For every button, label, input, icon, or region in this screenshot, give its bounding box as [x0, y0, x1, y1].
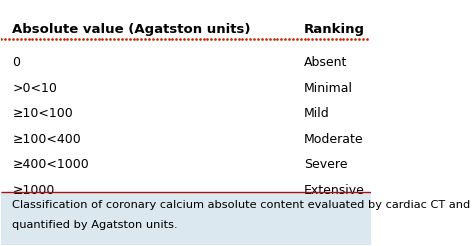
Text: ≥400<1000: ≥400<1000 — [12, 158, 89, 171]
Text: quantified by Agatston units.: quantified by Agatston units. — [12, 220, 178, 230]
Text: >0<10: >0<10 — [12, 82, 57, 95]
Text: 0: 0 — [12, 56, 20, 69]
Bar — [1, 192, 371, 245]
Text: ≥10<100: ≥10<100 — [12, 107, 73, 120]
Text: ≥100<400: ≥100<400 — [12, 133, 81, 146]
Text: Moderate: Moderate — [304, 133, 364, 146]
Text: Absent: Absent — [304, 56, 347, 69]
Text: Classification of coronary calcium absolute content evaluated by cardiac CT and: Classification of coronary calcium absol… — [12, 200, 471, 210]
Text: Absolute value (Agatston units): Absolute value (Agatston units) — [12, 23, 251, 36]
Text: ≥1000: ≥1000 — [12, 184, 55, 197]
Text: Severe: Severe — [304, 158, 348, 171]
Text: Minimal: Minimal — [304, 82, 353, 95]
Text: Ranking: Ranking — [304, 23, 365, 36]
Text: Mild: Mild — [304, 107, 330, 120]
Text: Extensive: Extensive — [304, 184, 365, 197]
